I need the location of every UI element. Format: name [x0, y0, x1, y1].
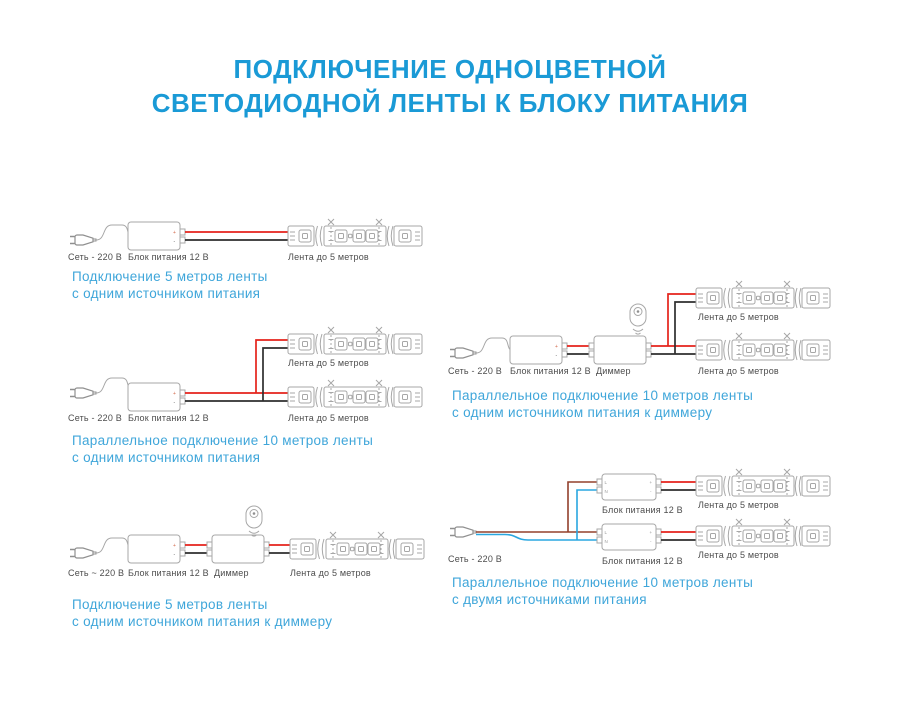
label-psu: Блок питания 12 В [128, 568, 209, 578]
label-mains: Сеть - 220 В [448, 366, 502, 376]
page-title-line2: СВЕТОДИОДНОЙ ЛЕНТЫ К БЛОКУ ПИТАНИЯ [151, 88, 749, 118]
label-psu: Блок питания 12 В [602, 505, 683, 515]
label-strip: Лента до 5 метров [698, 550, 779, 560]
caption-diagram-2: Параллельное подключение 10 метров ленты… [72, 432, 373, 466]
label-strip: Лента до 5 метров [288, 413, 369, 423]
diagram-parallel-10m-single-psu [69, 327, 422, 412]
diagram-parallel-10m-psu-dimmer [449, 281, 830, 365]
diagram-parallel-10m-two-psu [449, 469, 830, 551]
label-strip: Лента до 5 метров [698, 500, 779, 510]
caption-line: с двумя источниками питания [452, 592, 647, 607]
caption-line: Параллельное подключение 10 метров ленты [452, 575, 754, 590]
diagram-single-strip-single-psu [69, 219, 422, 251]
label-mains: Сеть ~ 220 В [68, 568, 125, 578]
label-psu: Блок питания 12 В [128, 252, 209, 262]
caption-line: Подключение 5 метров ленты [72, 597, 268, 612]
caption-line: с одним источником питания [72, 286, 261, 301]
caption-diagram-3: Подключение 5 метров ленты с одним источ… [72, 596, 332, 630]
caption-line: Параллельное подключение 10 метров ленты [72, 433, 374, 448]
label-mains: Сеть - 220 В [448, 554, 502, 564]
label-strip: Лента до 5 метров [698, 312, 779, 322]
label-mains: Сеть - 220 В [68, 252, 122, 262]
label-strip: Лента до 5 метров [288, 252, 369, 262]
caption-line: Параллельное подключение 10 метров ленты [452, 388, 754, 403]
page-title: ПОДКЛЮЧЕНИЕ ОДНОЦВЕТНОЙ СВЕТОДИОДНОЙ ЛЕН… [0, 52, 900, 120]
label-dimmer: Диммер [596, 366, 631, 376]
caption-line: с одним источником питания к диммеру [72, 614, 333, 629]
caption-diagram-1: Подключение 5 метров ленты с одним источ… [72, 268, 268, 302]
label-strip: Лента до 5 метров [290, 568, 371, 578]
page-title-line1: ПОДКЛЮЧЕНИЕ ОДНОЦВЕТНОЙ [233, 54, 667, 84]
label-mains: Сеть - 220 В [68, 413, 122, 423]
label-psu: Блок питания 12 В [602, 556, 683, 566]
label-strip: Лента до 5 метров [698, 366, 779, 376]
label-psu: Блок питания 12 В [510, 366, 591, 376]
caption-diagram-4: Параллельное подключение 10 метров ленты… [452, 387, 753, 421]
caption-line: Подключение 5 метров ленты [72, 269, 268, 284]
diagram-single-strip-psu-dimmer [69, 505, 424, 564]
label-dimmer: Диммер [214, 568, 249, 578]
label-strip: Лента до 5 метров [288, 358, 369, 368]
caption-line: с одним источником питания к диммеру [452, 405, 713, 420]
caption-line: с одним источником питания [72, 450, 261, 465]
caption-diagram-5: Параллельное подключение 10 метров ленты… [452, 574, 753, 608]
label-psu: Блок питания 12 В [128, 413, 209, 423]
